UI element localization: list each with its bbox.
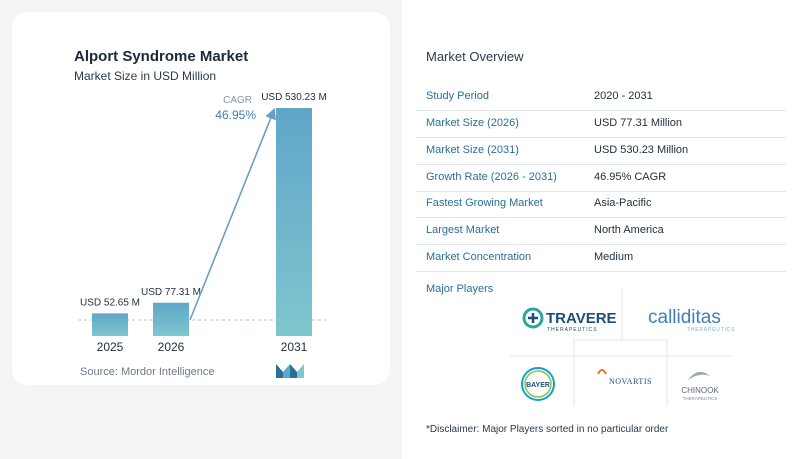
bar-value-label: USD 530.23 M — [261, 92, 327, 103]
overview-row-market-size-2031: Market Size (2031) USD 530.23 Million — [416, 138, 786, 165]
novartis-flame-icon — [597, 369, 607, 375]
bayer-logo: BAYER — [521, 367, 555, 401]
overview-title: Market Overview — [426, 49, 524, 64]
travere-wordmark: TRAVERE — [546, 310, 617, 327]
mordor-logo-icon — [276, 364, 304, 378]
travere-mark-icon — [522, 307, 544, 329]
bar-2026 — [153, 302, 189, 336]
bar-chart: USD 52.65 M 2025 USD 77.31 M 2026 USD 530.23… — [78, 92, 327, 354]
chart-title: Alport Syndrome Market — [74, 48, 249, 65]
disclaimer: *Disclaimer: Major Players sorted in no … — [426, 424, 669, 435]
overview-value: 46.95% CAGR — [594, 171, 667, 183]
overview-label: Largest Market — [426, 224, 500, 236]
cagr-value: 46.95% — [215, 108, 256, 122]
source-text: Source: Mordor Intelligence — [80, 366, 215, 378]
chinook-logo: CHINOOK THERAPEUTICS — [681, 371, 719, 401]
travere-subtext: THERAPEUTICS — [547, 327, 598, 333]
overview-label: Growth Rate (2026 - 2031) — [426, 171, 557, 183]
overview-label: Market Concentration — [426, 251, 532, 263]
overview-value: Asia-Pacific — [594, 197, 652, 209]
bayer-wordmark: BAYER — [526, 382, 550, 389]
chinook-wordmark: CHINOOK — [681, 386, 719, 395]
overview-value: USD 530.23 Million — [594, 144, 689, 156]
bar-2031 — [276, 108, 312, 336]
major-players-logos: TRAVERE THERAPEUTICS calliditas THERAPEU… — [510, 288, 735, 406]
calliditas-wordmark: calliditas — [648, 307, 721, 328]
novartis-wordmark: NOVARTIS — [609, 377, 652, 386]
category-label: 2031 — [281, 340, 308, 354]
bar-value-label: USD 77.31 M — [141, 287, 201, 298]
novartis-logo: NOVARTIS — [597, 369, 652, 386]
category-label: 2026 — [158, 340, 185, 354]
chart-card — [12, 12, 390, 385]
overview-value: USD 77.31 Million — [594, 117, 683, 129]
cagr-arrow — [189, 107, 276, 321]
overview-label: Market Size (2026) — [426, 117, 519, 129]
category-label: 2025 — [97, 340, 124, 354]
overview-card — [402, 0, 800, 459]
overview-label: Fastest Growing Market — [426, 197, 543, 209]
bar-2025 — [92, 313, 128, 336]
overview-label: Study Period — [426, 90, 489, 102]
chart-subtitle: Market Size in USD Million — [74, 69, 217, 83]
overview-value: North America — [594, 224, 664, 236]
travere-logo: TRAVERE THERAPEUTICS — [522, 307, 617, 333]
calliditas-subtext: THERAPEUTICS — [687, 327, 735, 333]
overview-value: Medium — [594, 251, 634, 263]
major-players-title: Major Players — [426, 283, 494, 295]
bayer-ring-icon — [524, 370, 552, 398]
overview-label: Market Size (2031) — [426, 144, 519, 156]
overview-row-fastest-growing: Fastest Growing Market Asia-Pacific — [416, 191, 786, 218]
overview-row-concentration: Market Concentration Medium — [416, 245, 786, 272]
calliditas-logo: calliditas THERAPEUTICS — [648, 307, 735, 333]
bayer-cross-icon — [521, 367, 555, 401]
overview-row-study-period: Study Period 2020 - 2031 — [416, 84, 786, 111]
overview-row-largest-market: Largest Market North America — [416, 218, 786, 245]
bar-value-label: USD 52.65 M — [80, 297, 140, 308]
chinook-subtext: THERAPEUTICS — [683, 396, 718, 401]
overview-row-market-size-2026: Market Size (2026) USD 77.31 Million — [416, 111, 786, 138]
overview-value: 2020 - 2031 — [594, 90, 653, 102]
cagr-label: CAGR — [223, 95, 252, 106]
chinook-wave-icon — [688, 371, 710, 380]
travere-cross-icon — [528, 313, 538, 323]
overview-row-growth-rate: Growth Rate (2026 - 2031) 46.95% CAGR — [416, 165, 786, 192]
